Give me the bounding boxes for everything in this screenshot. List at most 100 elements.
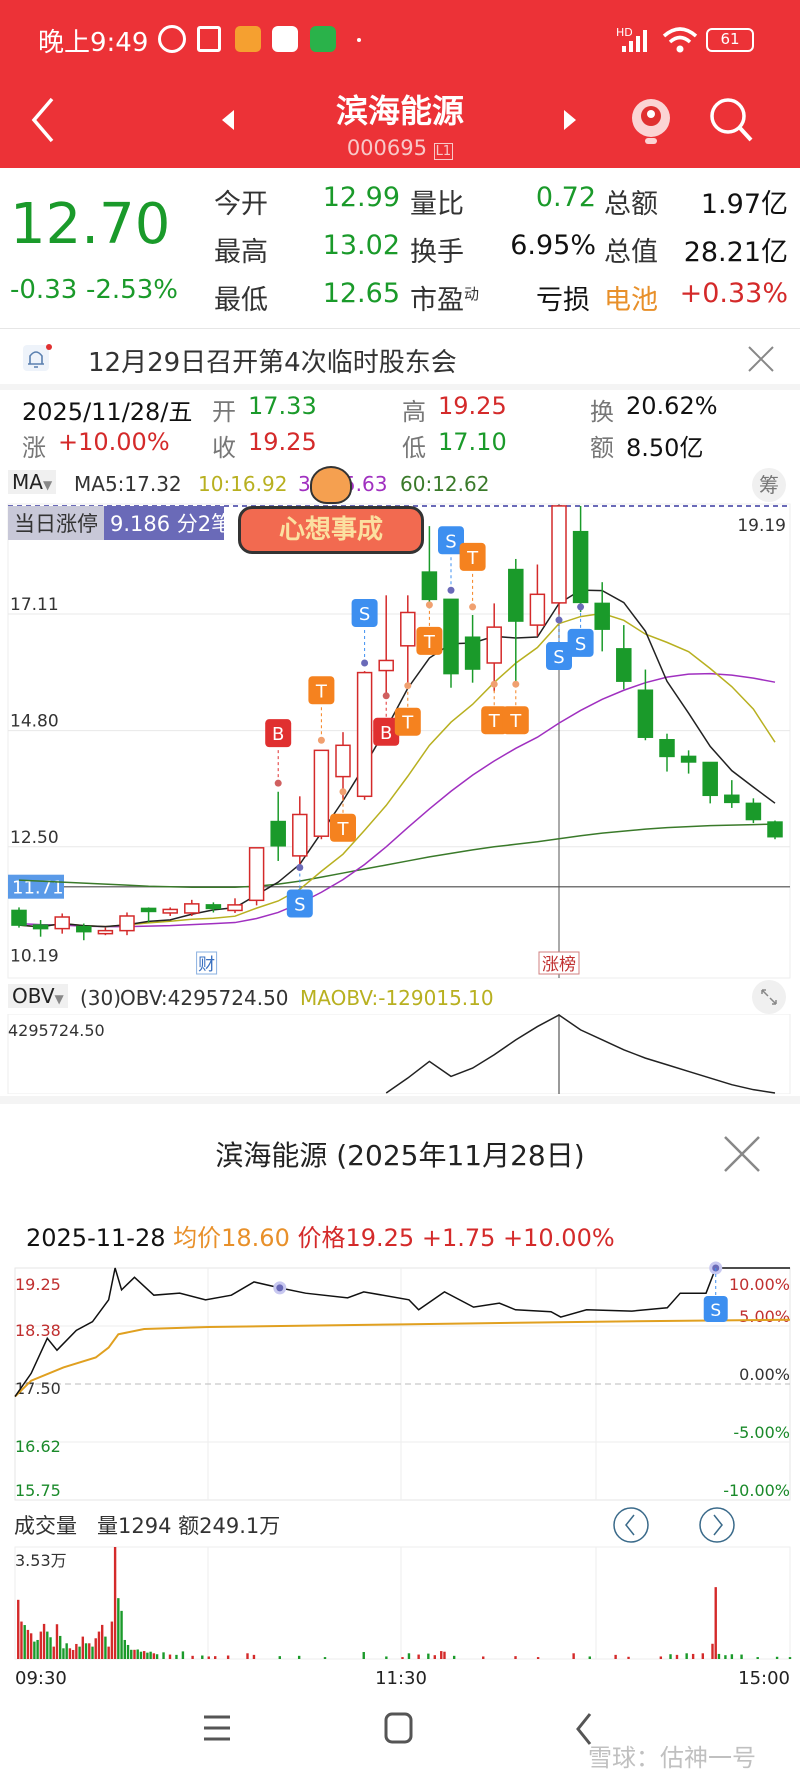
back-icon[interactable] [28,95,60,145]
signal-badge-b [373,717,400,746]
signal-dot [274,779,282,787]
close-popup-icon[interactable] [722,1134,762,1174]
volume-bar [514,1656,517,1659]
signal-bars-icon [622,30,647,52]
intraday-chart[interactable]: 19.25 18.38 17.50 16.62 15.75 10.00% 5.00% 0.00… [0,1260,800,1510]
volume-bar [107,1646,110,1659]
volume-bar [427,1653,430,1659]
volume-bar [71,1649,75,1659]
volume-bar [155,1654,159,1659]
volume-bar [191,1655,194,1659]
sticker: 心想事成 [238,506,424,554]
prev-day-button[interactable] [612,1506,650,1544]
signal-label: T [315,681,328,702]
price-label: 价格 [297,1224,346,1252]
volume-bar [168,1654,172,1659]
quote-value: 亏损 [536,285,590,316]
candle [11,909,27,926]
signal-label: S [445,531,456,552]
signal-badge-s [703,1296,728,1322]
y-tick-right: 5.00% [739,1307,790,1326]
volume-bar [126,1644,130,1659]
stock-title: 滨海能源 [335,92,464,130]
volume-bar [675,1654,679,1659]
candle [356,671,373,798]
divider [0,328,800,329]
volume-bar [711,1643,714,1659]
volume-bar [142,1651,146,1659]
obv-value: OBV:4295724.50 [120,986,289,1010]
volume-bar [49,1637,52,1659]
volume-bar [123,1639,126,1659]
y-tick-label: 17.11 [10,595,59,615]
signal-dot [425,601,433,609]
limit-up-value: 9.186 分2笔 [104,506,232,540]
candle [97,929,114,935]
volume-bar [588,1656,591,1659]
quote-label: 电池 [604,285,658,316]
notice-text[interactable]: 12月29日召开第4次临时股东会 [88,348,457,378]
ma10-value: 10:16.92 [198,472,288,496]
volume-bar [756,1657,759,1659]
candle [270,820,286,847]
volume-label: 成交量 [14,1514,77,1538]
y-tick-label: 12.50 [10,828,59,848]
watermark: 雪球：估神一号 [588,1744,756,1772]
x-tick-label: 09:30 [15,1668,67,1689]
volume-bar [627,1656,630,1659]
candle [637,689,654,738]
signal-badge-t [459,542,486,571]
divider [0,1096,800,1104]
volume-bar [149,1651,152,1659]
prev-stock-icon[interactable] [220,108,236,132]
open-value: 17.33 [248,392,317,420]
volume-bar [110,1621,114,1659]
open-label: 开 [212,398,236,426]
last-price: 12.70 [10,192,171,257]
nav-back-icon[interactable] [574,1712,594,1746]
obv-frame [7,1014,791,1094]
menu-icon[interactable] [202,1714,232,1742]
mascot-icon[interactable] [628,92,674,148]
signal-badge-t [416,626,443,655]
signal-badge-t [481,706,508,735]
event-label: 财 [198,955,215,975]
ma-selector[interactable]: MA▼ [8,470,57,494]
signal-label: T [337,819,350,840]
close-notice-icon[interactable] [746,344,776,374]
x-tick-label: 15:00 [738,1668,790,1689]
signal-label: T [488,711,501,732]
volume-bar [136,1649,139,1659]
volume-bar [724,1655,727,1659]
candle [572,530,589,604]
turnover-label: 换 [590,398,614,426]
next-stock-icon[interactable] [562,108,578,132]
indicator-selector[interactable]: OBV▼ [8,984,68,1008]
volume-bar [401,1657,404,1659]
home-icon[interactable] [384,1712,414,1744]
price-tag-label: 11.71 [12,878,64,899]
volume-bar [20,1621,23,1659]
low-value: 17.10 [438,428,507,456]
notice-bar[interactable]: 12月29日召开第4次临时股东会 [0,334,800,382]
signal-badge-s [438,526,464,555]
volume-bar [252,1654,256,1659]
expand-icon[interactable] [752,980,786,1014]
maobv-value: MAOBV:-129015.10 [300,986,494,1010]
search-icon[interactable] [708,96,754,144]
candle [659,738,675,758]
volume-bar [81,1636,85,1659]
price-tag [8,874,64,899]
signal-dot [404,682,412,690]
candle [227,904,243,912]
volume-bar [443,1651,446,1659]
next-day-button[interactable] [698,1506,736,1544]
quote-value: 1.97亿 [700,189,788,220]
signal-dot [317,736,325,744]
chip-distribution-button[interactable]: 筹 [752,468,786,502]
volume-bar [482,1656,485,1659]
obv-period: (30) [80,986,122,1010]
volume-bar [659,1656,663,1659]
y-tick-label: 10.19 [10,946,59,966]
